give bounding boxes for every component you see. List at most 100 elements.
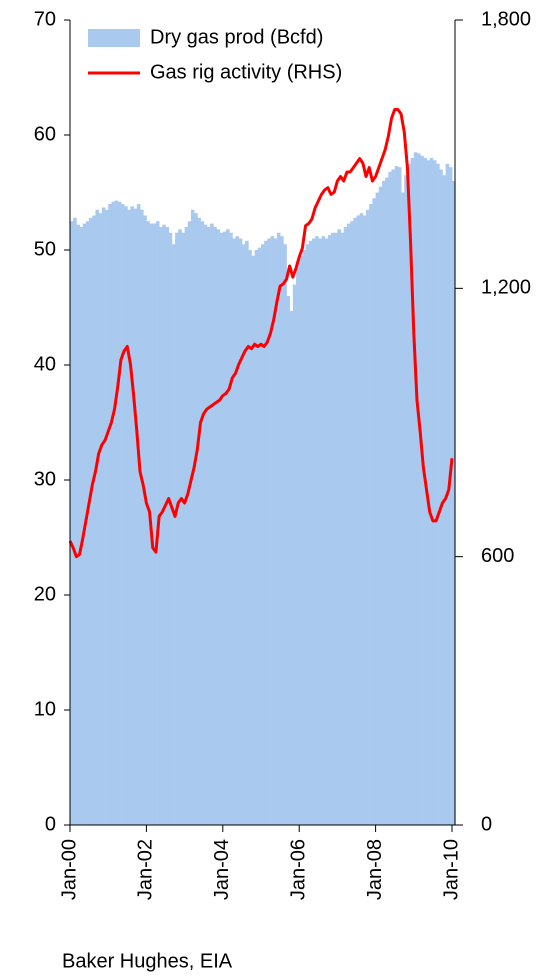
legend-key: [88, 29, 140, 47]
bar: [286, 296, 291, 825]
bar: [146, 221, 150, 825]
legend-label: Gas rig activity (RHS): [150, 61, 342, 83]
bar: [111, 201, 115, 825]
y2-tick-label: 0: [481, 813, 492, 835]
bar: [143, 215, 147, 825]
source: Baker Hughes, EIA: [62, 950, 233, 972]
bar: [101, 207, 106, 825]
y2-tick-label: 1,200: [481, 277, 531, 299]
bar: [178, 229, 182, 826]
bar: [397, 167, 402, 825]
bar: [197, 217, 201, 826]
bar: [261, 244, 265, 825]
y-tick-label: 50: [34, 238, 56, 260]
bar: [79, 227, 84, 825]
bar: [175, 232, 179, 825]
bar: [432, 160, 437, 826]
bar: [187, 221, 192, 825]
bar: [429, 158, 434, 825]
bar: [439, 169, 443, 825]
bar: [372, 198, 376, 825]
bar: [251, 255, 256, 825]
bar: [356, 215, 361, 825]
y-tick-label: 60: [34, 123, 56, 145]
bar: [359, 213, 364, 825]
bar: [200, 221, 205, 825]
bar: [350, 221, 354, 825]
bar: [222, 231, 227, 826]
bar: [410, 158, 415, 825]
bar: [366, 209, 370, 825]
x-tick-label: Jan-00: [58, 839, 80, 900]
bar: [120, 204, 125, 825]
y-tick-label: 10: [34, 698, 56, 720]
bar: [404, 175, 408, 825]
bar: [210, 223, 214, 826]
bar: [324, 238, 329, 825]
bar: [308, 240, 313, 826]
x-tick-label: Jan-06: [287, 839, 309, 900]
bar: [140, 209, 144, 825]
x-tick-label: Jan-02: [135, 839, 157, 900]
bar: [283, 244, 287, 825]
bar: [76, 224, 80, 825]
bar: [388, 171, 392, 826]
bar: [98, 213, 103, 825]
bar: [124, 206, 128, 826]
bar: [136, 204, 141, 825]
bar: [241, 244, 246, 825]
bar: [289, 310, 294, 825]
bar: [105, 209, 109, 825]
bar: [70, 221, 74, 825]
bar: [302, 250, 306, 825]
bar: [165, 227, 170, 825]
bar: [369, 204, 373, 825]
bar: [216, 229, 221, 826]
bar: [270, 236, 275, 825]
bar: [391, 169, 396, 825]
bar: [162, 224, 166, 825]
bar: [254, 250, 259, 825]
bar: [407, 163, 412, 825]
y-tick-label: 40: [34, 353, 56, 375]
bar: [296, 261, 300, 825]
bar: [280, 236, 284, 825]
bar: [327, 235, 332, 826]
bar: [203, 224, 208, 825]
bar: [273, 238, 278, 825]
bar: [331, 232, 335, 825]
bar: [378, 186, 383, 825]
bar: [346, 223, 351, 826]
bar: [340, 232, 345, 825]
bar: [238, 238, 243, 825]
bar: [413, 152, 418, 825]
rig-line: [68, 107, 454, 559]
bar: [130, 206, 135, 826]
bar: [267, 238, 271, 825]
bar: [362, 215, 367, 825]
bar: [337, 229, 341, 826]
bar: [420, 155, 424, 825]
bar: [245, 240, 249, 826]
bar: [133, 208, 138, 826]
bar: [448, 167, 453, 825]
y-tick-label: 0: [45, 813, 56, 835]
bar: [299, 255, 303, 825]
bar: [452, 181, 456, 825]
bar: [85, 221, 90, 825]
bar: [264, 240, 268, 826]
y-tick-label: 70: [34, 8, 56, 30]
y2-tick-label: 600: [481, 545, 514, 567]
bar: [353, 217, 357, 826]
bar: [117, 201, 122, 825]
bar: [159, 227, 163, 825]
bar: [152, 223, 157, 826]
bar: [184, 227, 189, 825]
bar: [381, 181, 386, 825]
bar: [225, 229, 230, 826]
bar: [276, 232, 281, 825]
bar: [95, 209, 100, 825]
x-tick-label: Jan-08: [364, 839, 386, 900]
bar: [235, 236, 240, 825]
